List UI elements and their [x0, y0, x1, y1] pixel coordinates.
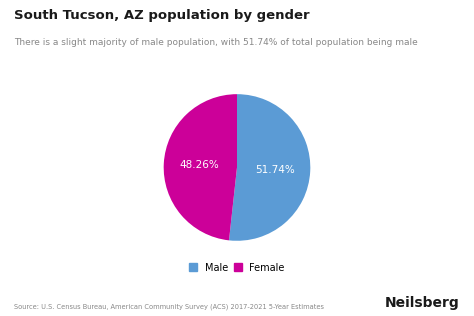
- Text: Neilsberg: Neilsberg: [385, 296, 460, 310]
- Text: Source: U.S. Census Bureau, American Community Survey (ACS) 2017-2021 5-Year Est: Source: U.S. Census Bureau, American Com…: [14, 303, 324, 310]
- Wedge shape: [164, 94, 237, 240]
- Legend: Male, Female: Male, Female: [189, 263, 285, 273]
- Text: South Tucson, AZ population by gender: South Tucson, AZ population by gender: [14, 9, 310, 22]
- Wedge shape: [229, 94, 310, 241]
- Text: 51.74%: 51.74%: [255, 165, 295, 174]
- Text: 48.26%: 48.26%: [179, 161, 219, 170]
- Text: There is a slight majority of male population, with 51.74% of total population b: There is a slight majority of male popul…: [14, 38, 418, 47]
